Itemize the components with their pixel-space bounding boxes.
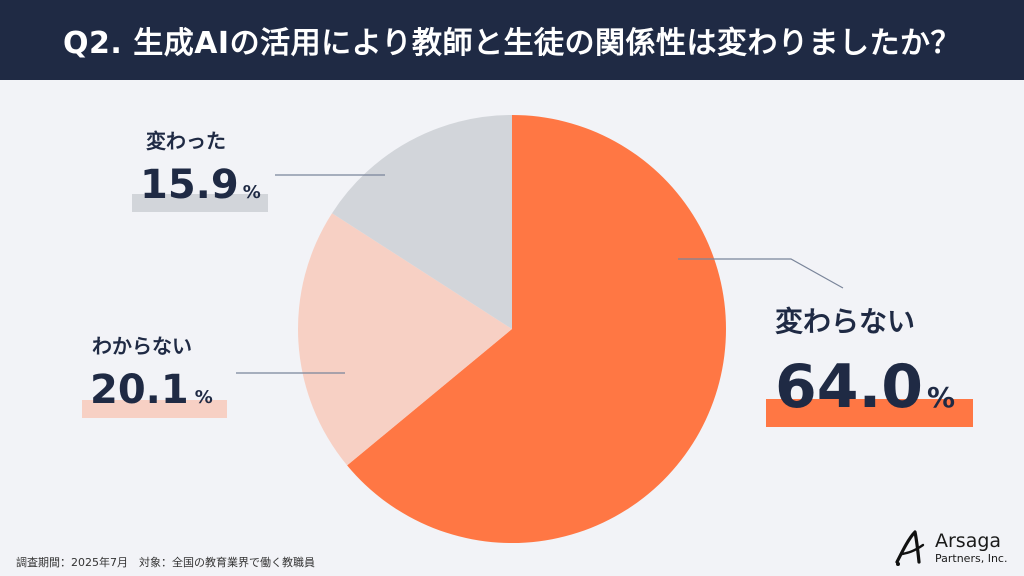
value-unit: % — [927, 381, 956, 414]
label-unknown: わからない 20.1% — [82, 330, 227, 418]
title-banner: Q2. 生成AIの活用により教師と生徒の関係性は変わりましたか？ — [0, 0, 1024, 80]
page-title: Q2. 生成AIの活用により教師と生徒の関係性は変わりましたか？ — [63, 26, 961, 61]
value-number: 15.9 — [140, 162, 239, 208]
arsaga-logo-icon — [895, 530, 925, 566]
logo-subtitle: Partners, Inc. — [935, 552, 1008, 565]
company-logo: Arsaga Partners, Inc. — [893, 528, 1007, 568]
value-number: 20.1 — [90, 367, 189, 413]
slice-unchanged — [347, 115, 726, 543]
category-label: 変わった — [146, 129, 226, 153]
category-label: わからない — [92, 334, 192, 358]
category-label: 変わらない — [775, 305, 916, 338]
logo-name: Arsaga — [935, 530, 1002, 552]
value-highlight-bar — [132, 194, 268, 212]
label-unchanged: 変わらない 64.0% — [766, 300, 973, 427]
value-number: 64.0 — [775, 352, 924, 422]
value-unit: % — [194, 387, 213, 408]
leader-line-unchanged — [678, 258, 844, 289]
label-changed: 変わった 15.9% — [132, 125, 268, 212]
value-highlight-bar — [82, 400, 227, 418]
value-unit: % — [242, 182, 261, 203]
survey-note: 調査期間：2025年7月 対象：全国の教育業界で働く教職員 — [16, 556, 315, 569]
slice-unknown — [298, 213, 512, 466]
value-highlight-bar — [766, 399, 973, 427]
slice-changed — [332, 115, 512, 329]
